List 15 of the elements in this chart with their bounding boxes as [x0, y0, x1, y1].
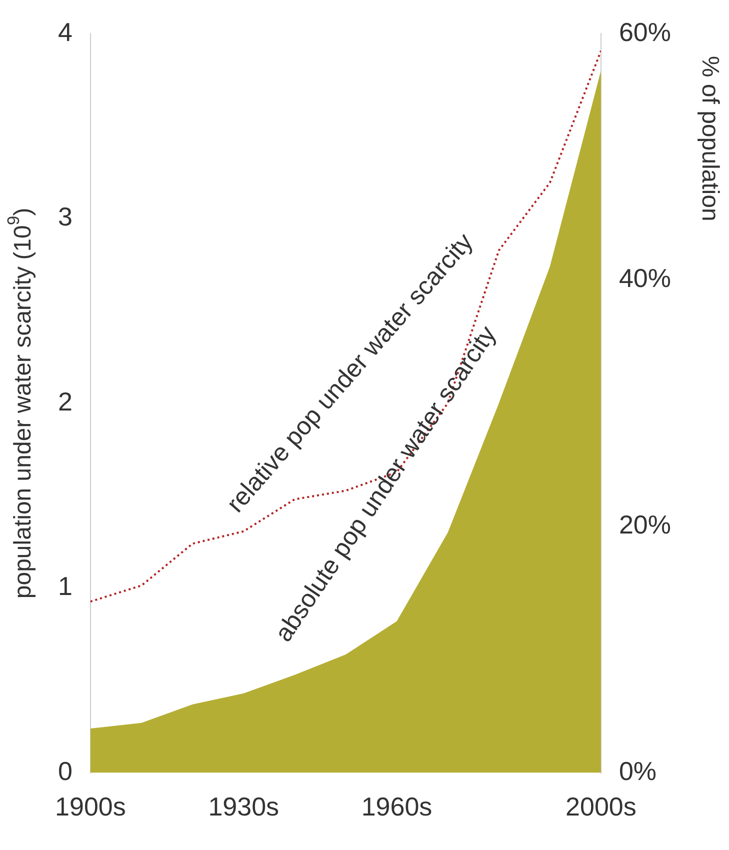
y2-tick-label: 20% [618, 510, 672, 540]
x-tick-label: 1930s [208, 792, 280, 822]
y2-tick-label: 40% [618, 263, 672, 294]
x-tick-label: 2000s [566, 792, 636, 822]
y-tick-label: 0 [58, 756, 72, 786]
x-tick-label: 1960s [361, 792, 432, 822]
y-tick-label: 1 [58, 571, 72, 602]
y-tick-label: 3 [58, 202, 72, 232]
y-axis-title: population under water scarcity (109) [4, 208, 37, 599]
x-tick-label: 1900s [55, 792, 126, 822]
y-tick-label: 4 [58, 16, 72, 47]
y2-tick-label: 60% [618, 16, 672, 47]
y2-axis-title: % of population [696, 56, 724, 222]
y2-tick-label: 0% [618, 756, 657, 786]
y-tick-label: 2 [58, 386, 72, 416]
